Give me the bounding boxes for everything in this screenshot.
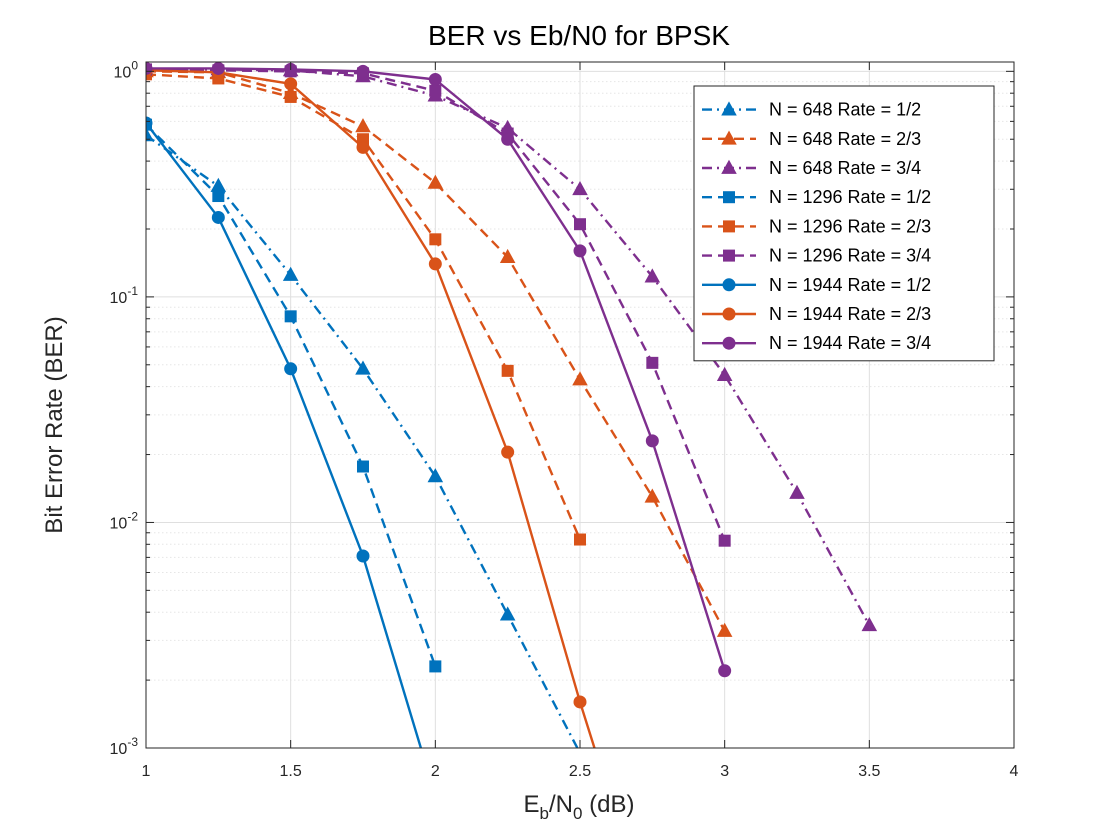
marker-triangle [721, 159, 737, 174]
marker-triangle [721, 130, 737, 145]
chart-title: BER vs Eb/N0 for BPSK [428, 20, 730, 51]
marker-circle [718, 664, 732, 678]
marker-square [429, 233, 442, 246]
marker-circle [501, 132, 515, 146]
marker-circle [356, 140, 370, 154]
legend-entry: N = 1296 Rate = 2/3 [702, 216, 931, 236]
series-line [146, 69, 596, 748]
marker-square [723, 220, 735, 233]
marker-triangle [427, 468, 444, 483]
marker-triangle [861, 617, 878, 632]
legend-entry: N = 648 Rate = 3/4 [702, 158, 921, 178]
y-tick-label: 100 [114, 58, 139, 81]
series-line [146, 70, 726, 632]
legend-entry: N = 1944 Rate = 3/4 [702, 333, 931, 353]
legend-label: N = 1944 Rate = 1/2 [769, 275, 931, 295]
marker-triangle [716, 366, 733, 381]
marker-circle [645, 434, 659, 448]
legend-entry: N = 648 Rate = 1/2 [702, 100, 921, 120]
marker-circle [428, 257, 442, 271]
marker-triangle [355, 118, 371, 133]
marker-square [574, 218, 586, 231]
marker-triangle [572, 180, 588, 196]
marker-circle [284, 77, 298, 91]
marker-triangle [427, 174, 444, 189]
marker-triangle [644, 488, 661, 503]
marker-triangle [499, 606, 516, 621]
y-tick-label: 10-1 [110, 284, 139, 307]
legend-label: N = 648 Rate = 2/3 [769, 129, 921, 149]
y-axis-label: Bit Error Rate (BER) [41, 316, 68, 533]
marker-triangle [644, 268, 661, 283]
marker-circle [284, 362, 298, 376]
marker-square [357, 460, 369, 473]
legend-label: N = 1296 Rate = 2/3 [769, 216, 931, 236]
y-tick-label: 10-3 [110, 735, 139, 758]
marker-square [501, 364, 514, 377]
marker-circle [428, 73, 442, 87]
marker-square [723, 191, 735, 204]
marker-triangle [499, 248, 516, 264]
marker-triangle [355, 360, 371, 375]
x-tick-label: 3.5 [858, 763, 880, 780]
legend-label: N = 1296 Rate = 3/4 [769, 246, 931, 266]
y-tick-label: 10-2 [110, 509, 139, 532]
series-1 [146, 127, 579, 748]
marker-square [284, 310, 297, 323]
marker-circle [211, 210, 225, 224]
marker-circle [356, 64, 370, 78]
x-tick-label: 2 [431, 763, 440, 780]
x-tick-label: 2.5 [569, 763, 591, 780]
marker-square [646, 356, 659, 369]
marker-square [574, 533, 586, 546]
marker-circle [501, 445, 515, 459]
marker-square [429, 660, 442, 673]
legend: N = 648 Rate = 1/2 N = 648 Rate = 2/3 N = … [693, 85, 995, 362]
legend-entry: N = 648 Rate = 2/3 [702, 129, 921, 149]
marker-triangle [716, 622, 733, 637]
marker-square [284, 90, 297, 103]
marker-triangle [572, 371, 588, 386]
legend-entry: N = 1944 Rate = 1/2 [702, 275, 931, 295]
marker-triangle [282, 266, 299, 281]
x-tick-label: 1.5 [280, 763, 302, 780]
legend-entry: N = 1296 Rate = 1/2 [702, 187, 931, 207]
marker-circle [146, 116, 153, 130]
marker-circle [722, 278, 736, 292]
marker-circle [211, 62, 225, 75]
y-tick-labels: 10-3 10-2 10-1 100 [110, 58, 139, 758]
x-tick-label: 4 [1010, 763, 1019, 780]
marker-triangle [721, 101, 737, 116]
marker-circle [356, 549, 370, 563]
marker-square [718, 534, 731, 547]
marker-triangle [789, 484, 805, 499]
series-7 [146, 116, 423, 748]
marker-circle [722, 307, 736, 321]
axis-ticks [145, 62, 1015, 749]
legend-label: N = 1296 Rate = 1/2 [769, 187, 931, 207]
marker-triangle [146, 127, 154, 142]
marker-square [723, 249, 735, 262]
marker-circle [573, 695, 587, 709]
x-tick-label: 3 [720, 763, 729, 780]
series-layer [146, 62, 878, 748]
legend-label: N = 1944 Rate = 2/3 [769, 304, 931, 324]
legend-label: N = 1944 Rate = 3/4 [769, 333, 931, 353]
x-tick-label: 1 [142, 763, 151, 780]
x-tick-labels: 1 1.5 2 2.5 3 3.5 4 [142, 763, 1019, 780]
marker-circle [722, 336, 736, 350]
legend-entry: N = 1944 Rate = 2/3 [702, 304, 931, 324]
marker-square [429, 84, 442, 97]
marker-circle [573, 244, 587, 258]
legend-label: N = 648 Rate = 3/4 [769, 158, 921, 178]
x-axis-label: Eb/N0 (dB) [524, 791, 635, 823]
marker-square [212, 190, 225, 203]
legend-entry: N = 1296 Rate = 3/4 [702, 246, 931, 266]
legend-label: N = 648 Rate = 1/2 [769, 100, 921, 120]
